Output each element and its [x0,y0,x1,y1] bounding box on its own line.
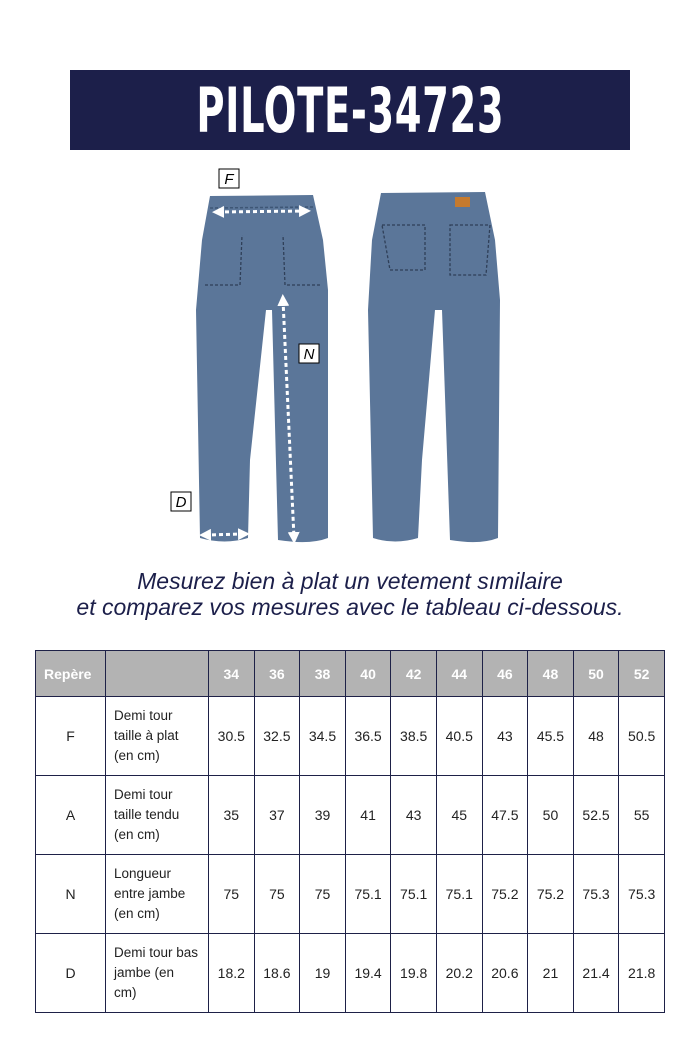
cell-description: Longueur entre jambe (en cm) [105,854,209,934]
label-f: F [218,168,240,189]
table-row: N Longueur entre jambe (en cm) 75 75 75 75.1 75.… [35,854,665,934]
description-line: Demi tour [114,708,173,723]
cell-value: 75.3 [572,854,620,934]
cell-value: 40.5 [435,696,483,776]
header-size: 48 [527,650,574,697]
jeans-diagram: F N D [170,168,500,544]
cell-value: 75.1 [344,854,392,934]
header-size: 36 [253,650,301,697]
cell-value: 48 [572,696,620,776]
header-size: 46 [481,650,529,697]
description-line: entre jambe [114,886,186,901]
table-row: A Demi tour taille tendu (en cm) 35 37 39 41 43 4… [35,775,665,855]
size-chart-table: Repère 34 36 38 40 42 44 46 48 50 52 F De… [35,650,665,1013]
cell-value: 52.5 [572,775,620,855]
cell-value: 19 [299,933,346,1013]
svg-text:F: F [224,171,234,188]
description-line: taille tendu [114,807,180,822]
cell-repere: N [35,854,106,934]
description-line: (en cm) [114,906,160,921]
cell-description: Demi tour taille à plat (en cm) [105,696,209,776]
cell-value: 45.5 [527,696,574,776]
cell-value: 75 [208,854,255,934]
cell-value: 21 [527,933,574,1013]
cell-value: 43 [390,775,437,855]
cell-value: 47.5 [481,775,529,855]
header-size: 38 [299,650,346,697]
cell-value: 30.5 [208,696,255,776]
cell-value: 18.2 [208,933,255,1013]
header-size: 40 [344,650,392,697]
cell-value: 18.6 [253,933,301,1013]
cell-value: 21.4 [572,933,620,1013]
caption-line-2: et comparez vos mesures avec le tableau … [76,594,624,620]
header-size: 42 [390,650,437,697]
description-line: Demi tour [114,787,173,802]
cell-description: Demi tour bas jambe (en cm) [105,933,209,1013]
description-line: cm) [114,985,137,1000]
table-row: D Demi tour bas jambe (en cm) 18.2 18.6 19 19.4… [35,933,665,1013]
header-size: 44 [435,650,483,697]
cell-value: 43 [481,696,529,776]
cell-repere: D [35,933,106,1013]
caption-line-1: Mesurez bien à plat un vetement sımilair… [137,568,563,594]
cell-description: Demi tour taille tendu (en cm) [105,775,209,855]
svg-text:D: D [176,494,187,511]
header-size: 50 [572,650,620,697]
cell-value: 75.3 [618,854,665,934]
cell-value: 75.2 [527,854,574,934]
description-line: taille à plat [114,728,179,743]
label-d: D [170,491,192,512]
cell-value: 36.5 [344,696,392,776]
cell-repere: A [35,775,106,855]
description-line: (en cm) [114,748,160,763]
svg-text:N: N [304,346,315,363]
title-banner: PILOTE-34723 [70,70,630,150]
header-description [105,650,209,697]
jeans-front [196,195,328,544]
jeans-back [368,192,500,543]
cell-value: 41 [344,775,392,855]
description-line: (en cm) [114,827,160,842]
description-line: jambe (en [114,965,175,980]
cell-value: 37 [253,775,301,855]
label-n: N [298,343,320,364]
description-line: Longueur [114,866,172,881]
cell-value: 39 [299,775,346,855]
cell-value: 45 [435,775,483,855]
header-size: 34 [208,650,255,697]
cell-value: 50 [527,775,574,855]
cell-value: 21.8 [618,933,665,1013]
cell-value: 75.2 [481,854,529,934]
cell-repere: F [35,696,106,776]
cell-value: 34.5 [299,696,346,776]
cell-value: 20.6 [481,933,529,1013]
table-header-row: Repère 34 36 38 40 42 44 46 48 50 52 [35,650,665,697]
header-repere: Repère [35,650,106,697]
header-size: 52 [618,650,665,697]
table-row: F Demi tour taille à plat (en cm) 30.5 32.5 34… [35,696,665,776]
cell-value: 38.5 [390,696,437,776]
cell-value: 75 [253,854,301,934]
product-title: PILOTE-34723 [196,73,504,147]
cell-value: 35 [208,775,255,855]
cell-value: 19.4 [344,933,392,1013]
cell-value: 75 [299,854,346,934]
cell-value: 20.2 [435,933,483,1013]
cell-value: 32.5 [253,696,301,776]
cell-value: 19.8 [390,933,437,1013]
cell-value: 75.1 [390,854,437,934]
cell-value: 50.5 [618,696,665,776]
measuring-instructions: Mesurez bien à plat un vetement sımilair… [0,568,700,620]
cell-value: 55 [618,775,665,855]
cell-value: 75.1 [435,854,483,934]
description-line: Demi tour bas [114,945,199,960]
